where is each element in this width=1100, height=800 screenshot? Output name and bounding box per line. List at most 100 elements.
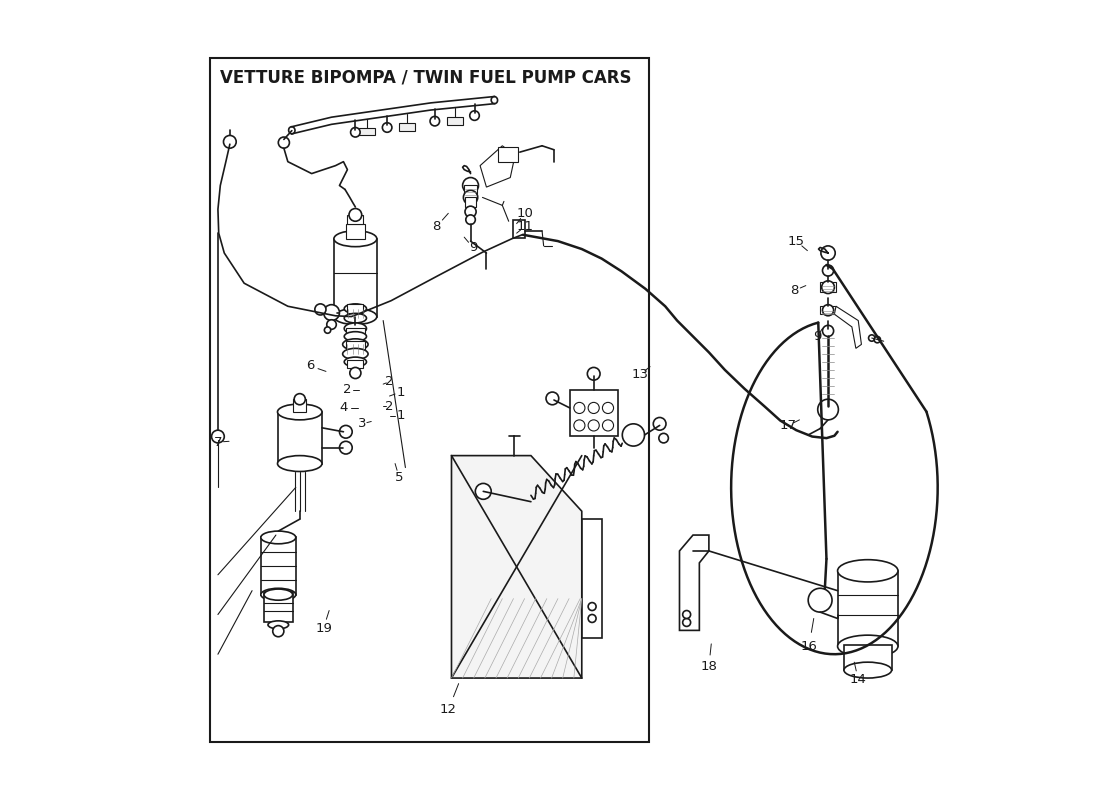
Text: 16: 16 — [801, 640, 817, 653]
Text: 9: 9 — [813, 330, 821, 343]
Circle shape — [463, 190, 477, 205]
Circle shape — [659, 434, 669, 443]
Bar — [345, 225, 365, 238]
Circle shape — [817, 399, 838, 420]
Circle shape — [588, 402, 600, 414]
Circle shape — [350, 367, 361, 378]
Ellipse shape — [261, 588, 296, 601]
Bar — [498, 147, 518, 162]
Text: 2: 2 — [385, 375, 394, 388]
Bar — [464, 186, 477, 198]
Circle shape — [463, 178, 478, 194]
Text: 19: 19 — [315, 622, 332, 634]
Circle shape — [869, 335, 874, 342]
Circle shape — [603, 402, 614, 414]
Text: 2: 2 — [385, 400, 394, 413]
Bar — [399, 122, 415, 130]
Ellipse shape — [264, 589, 293, 600]
Bar — [334, 238, 377, 317]
Polygon shape — [480, 146, 515, 187]
Circle shape — [623, 424, 645, 446]
Circle shape — [294, 394, 306, 405]
Circle shape — [653, 418, 666, 430]
Bar — [294, 399, 306, 412]
Circle shape — [465, 215, 475, 225]
Circle shape — [546, 392, 559, 405]
Bar — [837, 571, 898, 646]
Text: 3: 3 — [359, 418, 366, 430]
Bar — [348, 360, 363, 368]
Ellipse shape — [288, 126, 295, 134]
Ellipse shape — [277, 404, 322, 420]
Text: 5: 5 — [395, 470, 404, 483]
Text: 8: 8 — [791, 284, 799, 297]
Circle shape — [821, 246, 835, 260]
Circle shape — [588, 614, 596, 622]
Circle shape — [340, 442, 352, 454]
Circle shape — [349, 209, 362, 222]
Circle shape — [273, 626, 284, 637]
Bar — [821, 282, 836, 292]
Circle shape — [223, 135, 236, 148]
Text: 12: 12 — [440, 703, 456, 716]
Text: 17: 17 — [780, 419, 796, 432]
Ellipse shape — [344, 332, 366, 342]
Text: 2: 2 — [343, 383, 352, 396]
Polygon shape — [582, 519, 602, 638]
Circle shape — [430, 116, 440, 126]
Text: VETTURE BIPOMPA / TWIN FUEL PUMP CARS: VETTURE BIPOMPA / TWIN FUEL PUMP CARS — [220, 69, 631, 86]
Circle shape — [475, 483, 492, 499]
Ellipse shape — [837, 635, 898, 658]
Circle shape — [823, 326, 834, 337]
Circle shape — [683, 618, 691, 626]
Bar — [844, 645, 892, 670]
Circle shape — [587, 367, 601, 380]
Ellipse shape — [277, 456, 322, 471]
Polygon shape — [680, 535, 708, 630]
Bar — [261, 538, 296, 594]
Text: 9: 9 — [469, 241, 477, 254]
Circle shape — [823, 305, 834, 316]
Text: 1: 1 — [396, 386, 405, 398]
Bar — [345, 342, 365, 350]
Ellipse shape — [344, 304, 366, 314]
Bar — [514, 221, 525, 238]
Circle shape — [465, 206, 476, 218]
Text: 1: 1 — [396, 410, 405, 422]
Ellipse shape — [344, 323, 366, 334]
Text: 13: 13 — [631, 368, 648, 381]
Text: 4: 4 — [339, 402, 348, 414]
Bar — [210, 58, 649, 742]
Circle shape — [588, 420, 600, 431]
Circle shape — [327, 320, 337, 330]
Bar — [348, 215, 363, 225]
Circle shape — [340, 426, 352, 438]
Text: 10: 10 — [516, 207, 534, 220]
Circle shape — [822, 281, 835, 294]
Text: 14: 14 — [850, 673, 867, 686]
Bar — [821, 306, 836, 314]
Polygon shape — [835, 306, 861, 348]
Circle shape — [470, 111, 480, 120]
Circle shape — [315, 304, 326, 315]
Circle shape — [278, 137, 289, 148]
Text: 7: 7 — [213, 436, 222, 449]
Ellipse shape — [837, 560, 898, 582]
Circle shape — [603, 420, 614, 431]
Circle shape — [574, 402, 585, 414]
Circle shape — [574, 420, 585, 431]
Circle shape — [823, 265, 834, 276]
Circle shape — [683, 610, 691, 618]
Ellipse shape — [343, 348, 368, 359]
Circle shape — [588, 602, 596, 610]
Text: 8: 8 — [432, 220, 441, 234]
Bar — [277, 412, 322, 463]
Bar — [570, 390, 617, 436]
Bar — [360, 127, 375, 135]
Circle shape — [211, 430, 224, 443]
Circle shape — [323, 305, 340, 321]
Text: 18: 18 — [701, 660, 717, 673]
Ellipse shape — [844, 662, 892, 678]
Text: 11: 11 — [516, 220, 534, 234]
Circle shape — [324, 327, 331, 334]
